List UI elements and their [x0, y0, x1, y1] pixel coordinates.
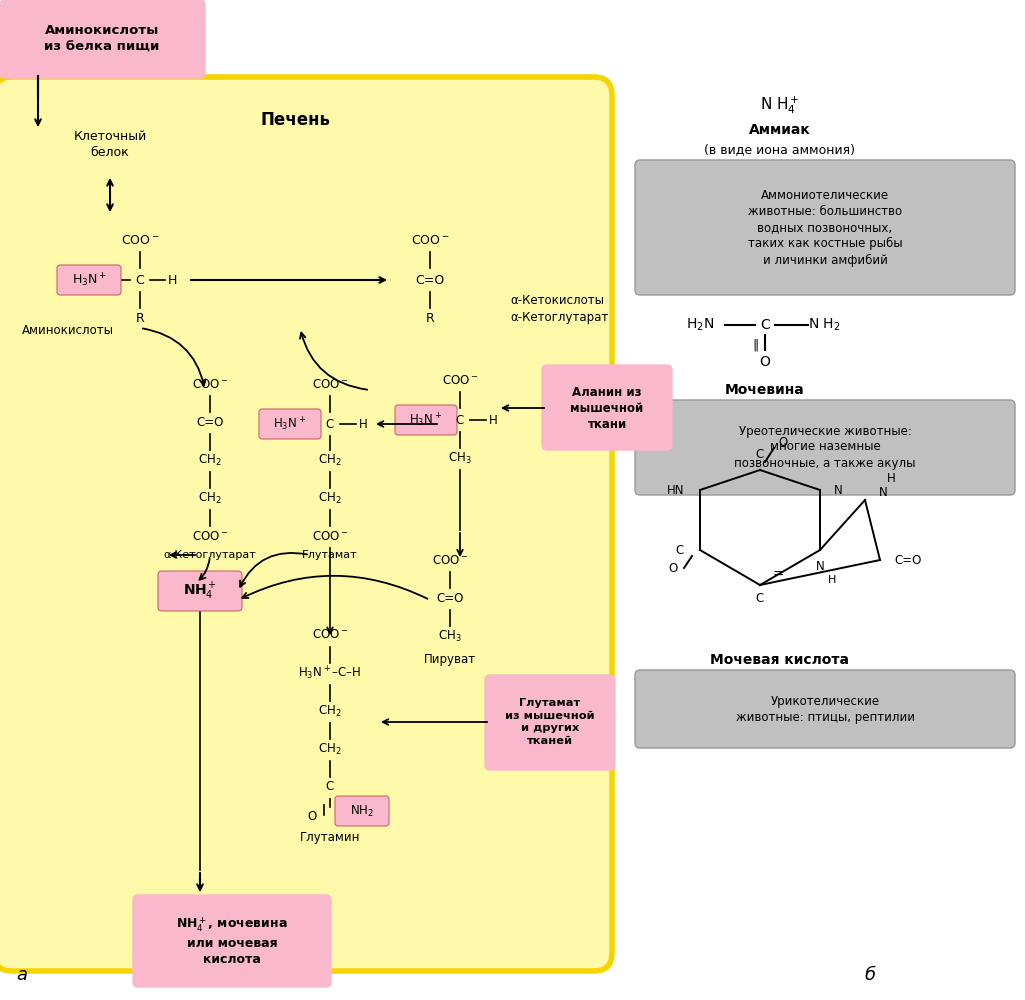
- Text: NH$_4^+$, мочевина
или мочевая
кислота: NH$_4^+$, мочевина или мочевая кислота: [176, 916, 288, 966]
- Text: Аммиак: Аммиак: [749, 123, 811, 137]
- Text: Аминокислоты: Аминокислоты: [22, 324, 114, 336]
- Text: COO$^-$: COO$^-$: [192, 530, 229, 542]
- Text: C: C: [326, 418, 334, 430]
- Text: N: N: [816, 560, 824, 572]
- FancyBboxPatch shape: [158, 571, 242, 611]
- FancyBboxPatch shape: [335, 796, 390, 826]
- Text: Мочевина: Мочевина: [725, 383, 805, 397]
- Text: CH$_2$: CH$_2$: [318, 490, 341, 506]
- Text: Пируват: Пируват: [424, 654, 476, 666]
- Text: COO$^-$: COO$^-$: [312, 378, 348, 391]
- Text: C=O: C=O: [197, 416, 223, 428]
- Text: HN: HN: [666, 484, 684, 496]
- Text: R: R: [425, 312, 435, 324]
- Text: O: O: [760, 355, 771, 369]
- Text: O: O: [308, 810, 317, 824]
- Text: NH$_4^+$: NH$_4^+$: [183, 580, 217, 602]
- FancyBboxPatch shape: [636, 160, 1015, 295]
- FancyBboxPatch shape: [0, 0, 205, 78]
- Text: H: H: [887, 472, 896, 485]
- Text: =: =: [772, 568, 784, 582]
- Text: CH$_2$: CH$_2$: [198, 452, 221, 468]
- Text: Аланин из
мышечной
ткани: Аланин из мышечной ткани: [570, 385, 644, 430]
- Text: ‖: ‖: [752, 338, 758, 352]
- Text: COO$^-$: COO$^-$: [312, 530, 348, 542]
- Text: Глутамат: Глутамат: [302, 550, 358, 560]
- Text: N: N: [834, 484, 843, 496]
- Text: H$_3$N$^+$–C–H: H$_3$N$^+$–C–H: [298, 664, 362, 682]
- Text: Глутамин: Глутамин: [299, 830, 360, 844]
- Text: CH$_2$: CH$_2$: [318, 703, 341, 719]
- Text: O: O: [668, 562, 678, 574]
- Text: Урикотелические
животные: птицы, рептилии: Урикотелические животные: птицы, рептили…: [736, 694, 914, 724]
- FancyBboxPatch shape: [542, 365, 672, 450]
- Text: O: O: [778, 436, 787, 448]
- Text: H: H: [489, 414, 497, 426]
- FancyBboxPatch shape: [485, 675, 615, 770]
- Text: COO$^-$: COO$^-$: [312, 629, 348, 642]
- Text: C: C: [135, 273, 145, 286]
- Text: N H$_2$: N H$_2$: [808, 317, 840, 333]
- Text: а: а: [16, 966, 28, 984]
- Text: C: C: [761, 318, 770, 332]
- Text: R: R: [135, 312, 145, 324]
- Text: N H$_4^+$: N H$_4^+$: [761, 94, 800, 116]
- Text: CH$_2$: CH$_2$: [318, 452, 341, 468]
- Text: C: C: [326, 780, 334, 794]
- Text: Клеточный
белок: Клеточный белок: [74, 130, 147, 159]
- Text: COO$^-$: COO$^-$: [432, 554, 468, 566]
- Text: Аммониотелические
животные: большинство
водных позвоночных,
таких как костные ры: Аммониотелические животные: большинство …: [747, 189, 902, 267]
- Text: CH$_3$: CH$_3$: [438, 628, 462, 644]
- Text: CH$_3$: CH$_3$: [448, 450, 472, 466]
- Text: Печень: Печень: [260, 111, 330, 129]
- Text: COO$^-$: COO$^-$: [411, 233, 449, 246]
- Text: NH$_2$: NH$_2$: [351, 803, 374, 819]
- Text: Глутамат
из мышечной
и других
тканей: Глутамат из мышечной и других тканей: [505, 698, 594, 746]
- FancyBboxPatch shape: [395, 405, 457, 435]
- Text: α-Кетокислоты: α-Кетокислоты: [510, 294, 604, 306]
- Text: H: H: [167, 273, 176, 286]
- Text: COO$^-$: COO$^-$: [442, 373, 479, 386]
- Text: α-Кетоглутарат: α-Кетоглутарат: [164, 550, 256, 560]
- Text: (в виде иона аммония): (в виде иона аммония): [704, 143, 856, 156]
- Text: COO$^-$: COO$^-$: [121, 233, 159, 246]
- Text: C: C: [755, 448, 764, 460]
- FancyBboxPatch shape: [636, 670, 1015, 748]
- FancyBboxPatch shape: [57, 265, 121, 295]
- Text: Аминокислоты
из белка пищи: Аминокислоты из белка пищи: [44, 24, 160, 53]
- Text: H$_3$N$^+$: H$_3$N$^+$: [72, 271, 107, 289]
- Text: C=O: C=O: [437, 591, 463, 604]
- FancyBboxPatch shape: [133, 895, 331, 987]
- Text: H: H: [828, 575, 836, 585]
- Text: COO$^-$: COO$^-$: [192, 378, 229, 391]
- Text: б: б: [864, 966, 875, 984]
- Text: H: H: [359, 418, 367, 430]
- Text: C: C: [456, 414, 464, 426]
- Text: H$_2$N: H$_2$N: [686, 317, 714, 333]
- Text: H$_3$N$^+$: H$_3$N$^+$: [274, 415, 306, 433]
- Text: N: N: [879, 486, 888, 498]
- Text: H$_3$N$^+$: H$_3$N$^+$: [409, 411, 443, 429]
- FancyBboxPatch shape: [0, 77, 612, 971]
- Text: Мочевая кислота: Мочевая кислота: [710, 653, 850, 667]
- Text: C: C: [675, 544, 684, 556]
- FancyBboxPatch shape: [636, 400, 1015, 495]
- Text: C=O: C=O: [415, 273, 445, 286]
- Text: α-Кетоглутарат: α-Кетоглутарат: [510, 312, 608, 324]
- Text: Уреотелические животные:
многие наземные
позвоночные, а также акулы: Уреотелические животные: многие наземные…: [734, 424, 915, 470]
- Text: CH$_2$: CH$_2$: [318, 741, 341, 757]
- Text: C=O: C=O: [894, 554, 921, 566]
- FancyBboxPatch shape: [259, 409, 321, 439]
- Text: C: C: [755, 592, 764, 605]
- Text: CH$_2$: CH$_2$: [198, 490, 221, 506]
